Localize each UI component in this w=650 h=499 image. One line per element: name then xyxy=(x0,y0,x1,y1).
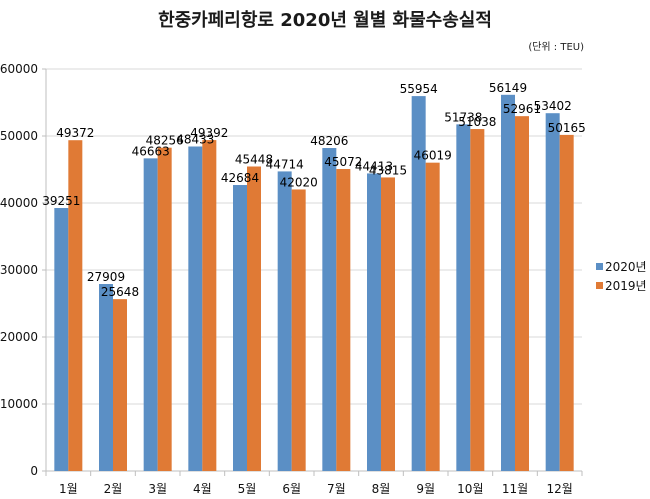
data-label: 42020 xyxy=(280,175,318,189)
legend-label: 2020년 xyxy=(605,260,647,274)
data-label: 48433 xyxy=(176,132,214,146)
bar-series2 xyxy=(113,299,127,471)
x-tick-label: 2월 xyxy=(104,482,123,496)
data-label: 43815 xyxy=(369,163,407,177)
data-label: 25648 xyxy=(101,285,139,299)
bar-series2 xyxy=(68,140,83,472)
bar-series1 xyxy=(277,171,292,471)
bar-series1 xyxy=(367,173,381,471)
x-axis: 1월 2월 3월 4월 5월 6월 7월 8월 9월 10월 11월 12월 xyxy=(45,470,583,496)
y-tick-label: 50000 xyxy=(0,129,38,143)
legend: 2020년 2019년 xyxy=(596,260,647,293)
bar-series1 xyxy=(501,94,515,471)
data-label: 56149 xyxy=(489,81,527,95)
x-tick-label: 12월 xyxy=(547,482,573,496)
bar-series2 xyxy=(202,140,217,471)
chart-title: 한중카페리항로 2020년 월별 화물수송실적 xyxy=(158,10,492,31)
data-label: 42684 xyxy=(221,171,259,185)
x-tick-label: 1월 xyxy=(59,482,78,496)
bar-series2 xyxy=(247,166,261,471)
bars xyxy=(54,94,574,472)
bar-series2 xyxy=(157,147,172,471)
data-label: 55954 xyxy=(400,82,438,96)
x-tick-label: 11월 xyxy=(502,482,528,496)
bar-series2 xyxy=(559,134,574,471)
bar-series2 xyxy=(336,169,351,472)
x-tick-label: 4월 xyxy=(193,482,212,496)
data-label: 51038 xyxy=(458,115,496,129)
x-tick-label: 7월 xyxy=(327,482,346,496)
data-label: 50165 xyxy=(548,121,586,135)
bar-series1 xyxy=(99,284,113,471)
x-tick-label: 9월 xyxy=(416,482,435,496)
y-axis: 0 10000 20000 30000 40000 50000 60000 xyxy=(0,62,47,478)
bar-series2 xyxy=(425,162,440,471)
legend-label: 2019년 xyxy=(605,279,647,293)
data-label: 46019 xyxy=(414,149,452,163)
data-label: 44413 xyxy=(355,159,393,173)
y-tick-label: 60000 xyxy=(0,62,38,76)
data-label: 45072 xyxy=(324,155,362,169)
data-label: 49372 xyxy=(56,126,94,140)
y-tick-label: 30000 xyxy=(0,263,38,277)
bar-series2 xyxy=(470,129,485,471)
bar-series1 xyxy=(54,208,69,471)
y-tick-label: 0 xyxy=(30,464,38,478)
data-label: 51738 xyxy=(444,110,482,124)
x-tick-label: 10월 xyxy=(457,482,483,496)
data-label: 49392 xyxy=(190,126,228,140)
data-label: 48256 xyxy=(146,134,184,148)
data-label: 52961 xyxy=(503,102,541,116)
bar-series1 xyxy=(456,124,471,471)
legend-swatch xyxy=(596,263,603,270)
bar-series1 xyxy=(322,148,337,471)
x-tick-label: 3월 xyxy=(148,482,167,496)
legend-swatch xyxy=(596,282,603,289)
data-label: 48206 xyxy=(310,134,348,148)
data-label: 44714 xyxy=(266,157,304,171)
bar-series2 xyxy=(291,189,306,471)
data-label: 39251 xyxy=(42,194,80,208)
data-label: 45448 xyxy=(235,152,273,166)
bar-series1 xyxy=(188,146,203,471)
data-label: 46663 xyxy=(132,144,170,158)
y-tick-label: 20000 xyxy=(0,330,38,344)
unit-label: (단위 : TEU) xyxy=(528,42,584,53)
data-label: 53402 xyxy=(534,99,572,113)
x-tick-label: 5월 xyxy=(238,482,257,496)
bar-series2 xyxy=(381,177,395,471)
bar-series1 xyxy=(143,158,158,471)
data-label: 27909 xyxy=(87,270,125,284)
gridlines xyxy=(46,68,582,405)
x-tick-label: 6월 xyxy=(282,482,301,496)
bar-series1 xyxy=(545,113,560,471)
bar-series1 xyxy=(411,96,426,471)
y-tick-label: 10000 xyxy=(0,397,38,411)
y-tick-label: 40000 xyxy=(0,196,38,210)
bar-series2 xyxy=(515,116,529,471)
data-labels: 39251 27909 46663 48433 42684 44714 48206 44413… xyxy=(42,81,586,299)
x-tick-label: 8월 xyxy=(372,482,391,496)
bar-series1 xyxy=(233,185,247,471)
